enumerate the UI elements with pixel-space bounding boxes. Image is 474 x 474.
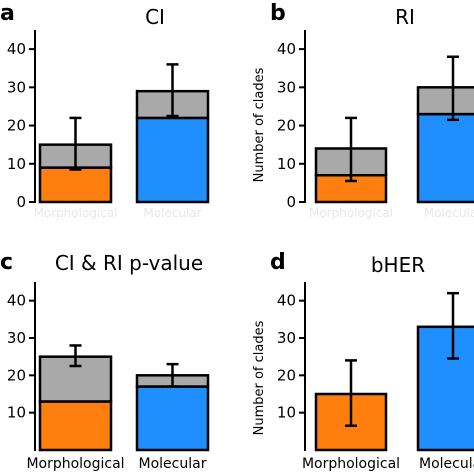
y-tick-label: 20 [7,366,26,384]
x-tick-label-molecular: Molecular [424,206,474,220]
y-tick-label: 20 [277,366,296,384]
y-axis-label: Number of clades [252,320,267,435]
y-tick-label: 40 [277,292,296,310]
y-axis-label: Number of clades [252,67,267,182]
panel-letter: c [0,250,13,275]
x-tick-label-morphological: Morphological [26,456,124,472]
y-tick-label: 40 [7,40,26,58]
y-tick-label: 40 [7,292,26,310]
x-tick-label-molecular: Molecular [419,456,474,472]
chart-panel-a: a CI 0 10 20 30 40 Morphological Molecular [0,1,210,220]
y-tick-label: 0 [16,193,26,211]
y-tick-label: 30 [277,78,296,96]
y-tick-label: 30 [7,78,26,96]
panel-letter: d [270,250,286,275]
bar-morphological-segment-0 [38,400,113,452]
y-tick-label: 0 [286,193,296,211]
y-tick-label: 20 [277,117,296,135]
x-tick-label-molecular: Molecular [143,206,201,220]
x-tick-label-morphological: Morphological [309,206,393,220]
y-tick-label: 20 [7,117,26,135]
chart-title: CI & RI p-value [55,251,203,275]
bar-molecular-segment-1 [416,86,474,116]
chart-title: RI [395,5,415,29]
chart-title: bHER [371,253,425,277]
bar-molecular-segment-0 [135,116,210,204]
y-tick-label: 30 [7,329,26,347]
y-tick-label: 30 [277,329,296,347]
y-tick-label: 40 [277,40,296,58]
bar-molecular-segment-0 [416,325,474,452]
y-tick-label: 10 [7,404,26,422]
panel-letter: a [0,1,15,26]
bar-morphological-segment-0 [38,166,113,204]
y-tick-label: 10 [277,404,296,422]
bar-molecular-segment-0 [135,385,210,452]
chart-panel-b: b RI Number of clades 0 10 20 30 40 Morphologica… [252,1,474,220]
bar-molecular-segment-0 [416,112,474,204]
y-tick-label: 10 [7,155,26,173]
y-tick-label: 10 [277,155,296,173]
chart-title: CI [145,5,165,29]
chart-panel-c: c CI & RI p-value 10 20 30 40 Morphological Mol… [0,250,210,472]
x-tick-label-morphological: Morphological [302,456,400,472]
x-tick-label-morphological: Morphological [33,206,117,220]
chart-panel-d: d bHER Number of clades 10 20 30 40 Morphologic… [252,250,474,472]
panel-letter: b [270,1,286,26]
x-tick-label-molecular: Molecular [139,456,207,472]
